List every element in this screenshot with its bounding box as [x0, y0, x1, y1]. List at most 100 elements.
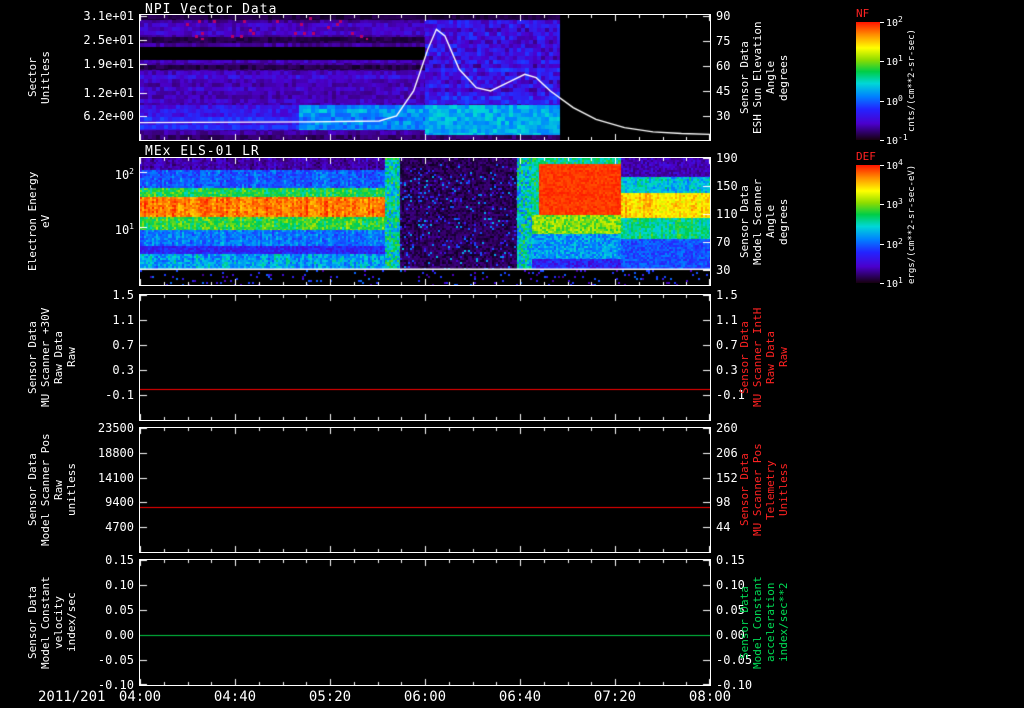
colorbar-tick-label: 102 — [886, 236, 903, 251]
y-right-axis-title-p1-line: degrees — [777, 54, 790, 101]
y-right-tick-label: 1.5 — [716, 288, 738, 302]
panel-3-plot-canvas — [139, 294, 711, 421]
y-right-axis-title-p1-line: Angle — [764, 60, 777, 95]
y-left-tick-label: -0.10 — [97, 678, 134, 692]
y-left-tick-label: 0.10 — [105, 578, 134, 592]
y-right-axis-title-p5-line: acceleration — [764, 582, 777, 663]
y-right-axis-title-p2-line: Model Scanner — [751, 178, 764, 265]
colorbar-tick-label: 10-1 — [886, 132, 908, 148]
colorbar-tick-label: 100 — [886, 93, 903, 108]
y-right-axis-title-p4-line: Sensor Data — [738, 453, 751, 527]
y-left-tick-label: 0.7 — [112, 338, 134, 352]
y-left-tick-label: 101 — [114, 221, 134, 237]
y-right-axis-title-p1-line: Sensor Data — [738, 41, 751, 114]
x-axis-tick-label: 04:40 — [213, 689, 257, 705]
y-left-axis-title-p2-line: Electron Energy — [26, 171, 39, 272]
y-right-axis-title-p5-line: index/sec**2 — [777, 582, 790, 663]
colorbar-name-label: NF — [856, 7, 870, 20]
y-left-axis-title-p2-line: eV — [39, 214, 52, 229]
y-right-axis-title-p2: Sensor Data Model Scanner Angle degrees — [738, 158, 790, 285]
y-left-tick-label: 0.15 — [105, 553, 134, 567]
y-left-axis-title-p3-line: Raw — [65, 347, 78, 368]
y-left-tick-label: 1.2e+01 — [83, 85, 134, 100]
y-left-axis-title-p5-line: index/sec — [65, 592, 78, 653]
colorbar-tick-mark — [880, 22, 884, 23]
y-right-tick-label: -0.05 — [716, 653, 753, 667]
y-right-axis-title-p4-line: Telemetry — [764, 460, 777, 520]
y-right-tick-label: 206 — [716, 445, 738, 460]
y-right-tick-label: 0.3 — [716, 363, 738, 377]
y-right-tick-label: 75 — [716, 34, 731, 48]
panel-2-plot-canvas — [139, 157, 711, 286]
x-axis-date-label: 2011/201 — [38, 689, 106, 705]
y-left-tick-label: 1.5 — [112, 288, 134, 302]
panel-4-plot-canvas — [139, 427, 711, 553]
y-left-tick-label: 1.9e+01 — [83, 57, 134, 72]
x-axis-tick-label: 07:20 — [593, 689, 637, 705]
y-right-axis-title-p5-line: Sensor Data — [738, 586, 751, 659]
y-left-axis-title-p4-line: Sensor Data — [26, 453, 39, 527]
y-left-axis-title-p3-line: MU Scanner +30V — [39, 307, 52, 408]
y-right-axis-title-p3-line: MU Scanner IntH — [751, 307, 764, 408]
colorbar-tick-label: 103 — [886, 197, 903, 212]
panel-5-plot-canvas — [139, 559, 711, 686]
panel-1-plot-canvas — [139, 14, 711, 141]
y-left-axis-title-p1-line: Sector — [26, 57, 39, 98]
y-right-tick-label: 190 — [716, 151, 738, 165]
y-right-tick-label: 110 — [716, 207, 738, 221]
y-left-tick-label: 102 — [114, 167, 134, 183]
y-left-tick-label: 6.2e+00 — [83, 109, 134, 123]
y-right-axis-title-p3-line: Raw — [777, 347, 790, 368]
y-right-tick-label: 1.1 — [716, 313, 738, 327]
y-left-axis-title-p5-line: Sensor Data — [26, 586, 39, 659]
x-axis-tick-label: 06:40 — [498, 689, 542, 705]
y-left-tick-label: -0.1 — [105, 388, 134, 402]
y-left-tick-label: 3.1e+01 — [83, 9, 134, 23]
y-right-tick-label: 45 — [716, 84, 731, 98]
y-left-axis-title-p4: Sensor Data Model Scanner Pos Raw unitless — [26, 428, 78, 552]
y-right-axis-title-p1: Sensor Data ESH Sun Elevation Angle degrees — [738, 15, 790, 140]
y-left-axis-title-p5-line: Model Constant — [39, 576, 52, 669]
y-right-tick-label: 0.05 — [716, 603, 745, 617]
colorbar-tick-label: 101 — [886, 54, 903, 69]
y-right-tick-label: 30 — [716, 109, 731, 123]
x-axis-tick-label: 05:20 — [308, 689, 352, 705]
y-right-axis-title-p2-line: Angle — [764, 204, 777, 239]
y-right-tick-label: 0.15 — [716, 553, 745, 567]
y-right-axis-title-p2-line: degrees — [777, 198, 790, 245]
y-left-tick-label: 2.5e+01 — [83, 33, 134, 48]
panel2-title: MEx ELS-01 LR — [145, 144, 260, 159]
y-left-tick-label: 4700 — [105, 520, 134, 535]
x-axis-tick-label: 06:00 — [403, 689, 447, 705]
x-axis-tick-label: 04:00 — [118, 689, 162, 705]
y-left-tick-label: -0.05 — [97, 653, 134, 667]
y-right-axis-title-p3-line: Raw Data — [764, 331, 777, 384]
y-right-axis-title-p1-line: ESH Sun Elevation — [751, 21, 764, 134]
colorbar-tick-mark — [880, 100, 884, 102]
y-right-axis-title-p4-line: MU Scanner Pos — [751, 443, 764, 537]
y-left-tick-label: 9400 — [105, 495, 134, 510]
y-left-axis-title-p4-line: Raw — [52, 480, 65, 500]
colorbar-tick-label: 104 — [886, 157, 903, 173]
panel1-title: NPI Vector Data — [145, 2, 278, 17]
y-right-axis-title-p4-line: Unitless — [777, 463, 790, 517]
y-right-axis-title-p4: Sensor Data MU Scanner Pos Telemetry Unitle… — [738, 428, 790, 552]
colorbar-tick-mark — [880, 61, 884, 63]
y-left-tick-label: 1.1 — [112, 313, 134, 327]
y-right-axis-title-p5-line: Model Constant — [751, 576, 764, 669]
y-right-tick-label: 30 — [716, 263, 731, 278]
y-right-axis-title-p2-line: Sensor Data — [738, 185, 751, 258]
y-left-axis-title-p3-line: Sensor Data — [26, 321, 39, 394]
y-right-tick-label: 260 — [716, 421, 738, 435]
y-right-tick-label: 44 — [716, 520, 731, 535]
y-right-tick-label: 98 — [716, 495, 731, 510]
colorbar-tick-mark — [880, 140, 884, 141]
y-right-tick-label: 90 — [716, 9, 731, 23]
y-left-tick-label: 18800 — [97, 445, 134, 460]
colorbar-tick-mark — [880, 204, 884, 206]
colorbar-def — [856, 165, 880, 283]
y-right-tick-label: 150 — [716, 179, 738, 193]
y-right-tick-label: 152 — [716, 470, 738, 485]
y-right-tick-label: 0.7 — [716, 338, 738, 352]
